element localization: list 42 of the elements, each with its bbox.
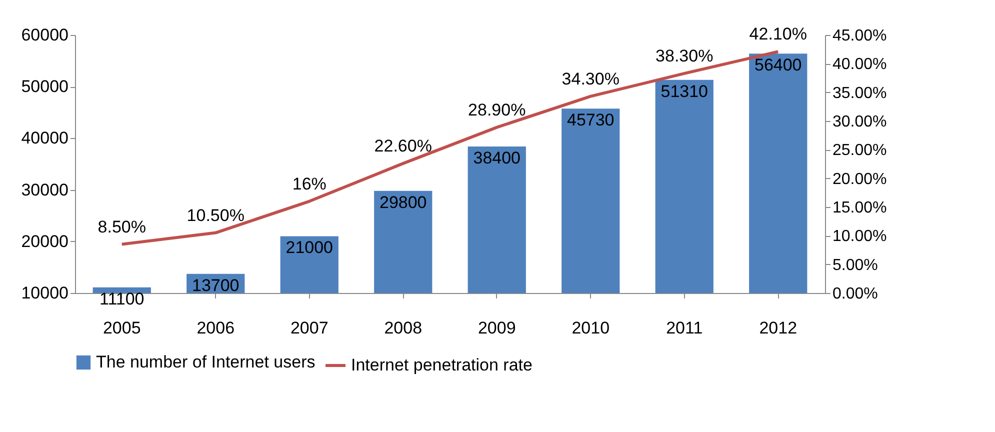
- data-label: 56400: [754, 56, 802, 75]
- y2-tick-label: 10.00%: [832, 228, 887, 246]
- x-tick-label: 2010: [572, 318, 610, 338]
- data-label: 16%: [292, 174, 326, 194]
- data-label: 22.60%: [374, 136, 432, 156]
- y-tick-label: 30000: [21, 180, 68, 200]
- y2-tick-label: 20.00%: [832, 170, 887, 188]
- data-label: 38400: [473, 148, 521, 168]
- y2-tick-label: 35.00%: [832, 84, 887, 102]
- data-label: 28.90%: [468, 100, 526, 120]
- data-label: 42.10%: [749, 24, 807, 44]
- x-tick-label: 2005: [102, 318, 141, 338]
- x-tick-label: 2008: [384, 318, 422, 338]
- y-tick-label: 40000: [21, 128, 68, 148]
- data-label: 8.50%: [98, 217, 146, 236]
- data-label: 45730: [566, 110, 614, 130]
- y2-tick-label: 25.00%: [832, 142, 887, 160]
- x-tick-label: 2009: [478, 318, 516, 338]
- data-label: 38.30%: [656, 46, 714, 66]
- y-tick-label: 10000: [21, 284, 68, 302]
- y-tick-label: 20000: [21, 232, 68, 251]
- data-label: 51310: [660, 82, 708, 101]
- x-tick-label: 2006: [196, 318, 235, 338]
- y2-tick-label: 0.00%: [832, 286, 878, 302]
- legend-label: Internet penetration rate: [351, 356, 532, 374]
- x-tick-label: 2011: [666, 318, 703, 338]
- data-label: 11100: [100, 289, 144, 308]
- y2-tick-label: 30.00%: [832, 114, 887, 130]
- y-tick-label: 50000: [21, 77, 68, 96]
- data-label: 13700: [192, 276, 240, 295]
- y-tick-label: 60000: [21, 26, 68, 44]
- data-label: 21000: [286, 238, 334, 258]
- x-tick-label: 2012: [759, 318, 798, 338]
- data-label: 29800: [379, 192, 427, 212]
- data-label: 34.30%: [562, 69, 620, 88]
- y2-tick-label: 40.00%: [832, 56, 887, 74]
- data-label: 10.50%: [186, 206, 244, 225]
- y2-tick-label: 45.00%: [832, 28, 887, 44]
- x-tick-label: 2007: [290, 318, 328, 338]
- y2-tick-label: 15.00%: [832, 200, 887, 216]
- legend-label: The number of Internet users: [96, 352, 316, 372]
- y2-tick-label: 5.00%: [832, 256, 878, 274]
